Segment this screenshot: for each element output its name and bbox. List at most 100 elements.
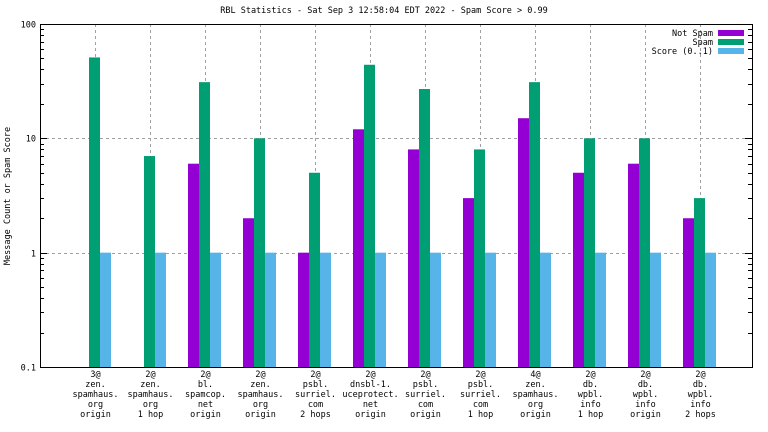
bar-score-0-1: [430, 252, 441, 367]
x-tick-label: 2@ psbl. surriel. com 2 hops: [295, 370, 336, 420]
x-tick-label-line: origin: [410, 410, 441, 420]
x-tick-label-line: 1 hop: [468, 410, 494, 420]
x-tick-label-line: dnsbl-1.: [350, 380, 391, 390]
y-tick-label: 1: [31, 250, 36, 260]
bar-score-0-1: [210, 252, 221, 367]
y-tick-label: 100: [21, 21, 36, 31]
bar-spam: [199, 82, 210, 368]
x-tick-label-line: com: [418, 400, 433, 410]
legend-swatch: [718, 39, 744, 45]
x-tick-label-line: db.: [693, 380, 708, 390]
bar-score-0-1: [595, 252, 606, 367]
bar-spam: [309, 172, 320, 367]
x-tick-label-line: wpbl.: [688, 390, 714, 400]
x-tick-label-line: zen.: [85, 380, 105, 390]
x-tick-label-line: zen.: [525, 380, 545, 390]
x-tick-label-line: spamcop.: [185, 390, 226, 400]
x-tick-label-line: com: [473, 400, 488, 410]
x-tick-label-line: org: [143, 400, 158, 410]
bar-not-spam: [353, 129, 364, 367]
x-tick-label-line: spamhaus.: [72, 390, 118, 400]
x-tick-label-line: spamhaus.: [237, 390, 283, 400]
bar-not-spam: [408, 149, 419, 367]
bar-not-spam: [243, 218, 254, 367]
x-tick-label-line: org: [253, 400, 268, 410]
bar-score-0-1: [320, 252, 331, 367]
x-tick-label-line: psbl.: [303, 380, 329, 390]
bar-score-0-1: [485, 252, 496, 367]
x-tick-label-line: 2@: [310, 370, 320, 380]
x-tick-label: 2@ db. wpbl. info 2 hops: [685, 370, 716, 420]
x-tick-label-line: info: [635, 400, 655, 410]
bars: [89, 57, 716, 368]
bar-spam: [529, 82, 540, 368]
x-tick-label-line: com: [308, 400, 323, 410]
bar-spam: [694, 198, 705, 367]
bar-spam: [254, 138, 265, 367]
bar-spam: [89, 57, 100, 367]
x-tick-label-line: wpbl.: [578, 390, 604, 400]
x-tick-label-line: origin: [630, 410, 661, 420]
grid-lines: [40, 24, 752, 367]
x-tick-label-line: 2@: [255, 370, 265, 380]
bar-score-0-1: [650, 252, 661, 367]
bar-not-spam: [683, 218, 694, 367]
x-tick-label-line: 2@: [420, 370, 430, 380]
x-tick-label-line: info: [690, 400, 710, 410]
x-tick-label-line: 2@: [475, 370, 485, 380]
x-tick-label-line: 2@: [365, 370, 375, 380]
x-tick-label-line: origin: [355, 410, 386, 420]
x-tick-label-line: surriel.: [405, 390, 446, 400]
bar-not-spam: [628, 163, 639, 367]
x-tick-label-line: 1 hop: [578, 410, 604, 420]
x-tick-label-line: spamhaus.: [127, 390, 173, 400]
y-tick-label: 10: [26, 135, 36, 145]
bar-score-0-1: [265, 252, 276, 367]
x-tick-label-line: net: [198, 400, 213, 410]
x-tick-label: 2@ zen. spamhaus. org 1 hop: [127, 370, 173, 420]
x-tick-label-line: 4@: [530, 370, 540, 380]
legend-swatch: [718, 48, 744, 54]
bar-score-0-1: [705, 252, 716, 367]
bar-spam: [584, 138, 595, 367]
plot-border: [40, 24, 753, 368]
y-axis-label: Message Count or Spam Score: [3, 127, 13, 265]
x-tick-label-line: 2@: [585, 370, 595, 380]
x-tick-label-line: psbl.: [413, 380, 439, 390]
bar-spam: [144, 156, 155, 367]
x-tick-label: 2@ dnsbl-1. uceprotect. net origin: [342, 370, 398, 420]
bar-score-0-1: [100, 252, 111, 367]
bar-score-0-1: [155, 252, 166, 367]
bar-spam: [419, 89, 430, 368]
x-tick-label-line: 2@: [145, 370, 155, 380]
x-tick-label-line: 2@: [640, 370, 650, 380]
x-tick-label-line: net: [363, 400, 378, 410]
x-tick-label-line: info: [580, 400, 600, 410]
legend-swatch: [718, 30, 744, 36]
x-tick-label: 4@ zen. spamhaus. org origin: [512, 370, 558, 420]
x-tick-label-line: 3@: [90, 370, 100, 380]
x-tick-label-line: surriel.: [295, 390, 336, 400]
legend-label: Not Spam: [672, 29, 713, 39]
x-tick-label: 2@ psbl. surriel. com origin: [405, 370, 446, 420]
x-tick-label: 2@ db. wpbl. info 1 hop: [578, 370, 604, 420]
x-tick-label-line: spamhaus.: [512, 390, 558, 400]
x-tick-label: 2@ psbl. surriel. com 1 hop: [460, 370, 501, 420]
bar-spam: [639, 138, 650, 367]
x-tick-label-line: origin: [245, 410, 276, 420]
bar-not-spam: [573, 172, 584, 367]
y-tick-label: 0.1: [21, 364, 36, 374]
bar-score-0-1: [540, 252, 551, 367]
x-tick-label-line: org: [528, 400, 543, 410]
legend-label: Score (0..1): [652, 47, 713, 57]
x-tick-label-line: 2@: [200, 370, 210, 380]
chart-title: RBL Statistics - Sat Sep 3 12:58:04 EDT …: [220, 6, 548, 16]
x-tick-label-line: surriel.: [460, 390, 501, 400]
bar-not-spam: [463, 198, 474, 367]
bar-spam: [474, 149, 485, 367]
x-tick-label-line: psbl.: [468, 380, 494, 390]
x-tick-label-line: 2@: [695, 370, 705, 380]
